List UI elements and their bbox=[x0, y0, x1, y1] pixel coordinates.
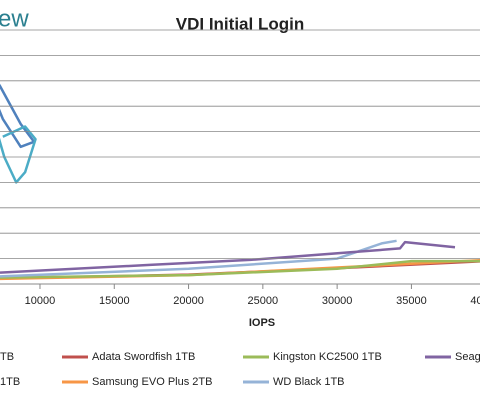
legend-label: TB bbox=[0, 351, 14, 363]
legend-label: Seaga bbox=[455, 351, 480, 363]
plot-area bbox=[0, 83, 480, 281]
x-tick-label: 30000 bbox=[322, 295, 353, 307]
x-axis-label: IOPS bbox=[249, 317, 275, 329]
legend-label: WD Black 1TB bbox=[273, 376, 345, 388]
logo: ew bbox=[0, 5, 29, 32]
legend-label: Samsung EVO Plus 2TB bbox=[92, 376, 212, 388]
x-tick-label: 40000 bbox=[470, 295, 480, 307]
x-tick-label: 25000 bbox=[248, 295, 279, 307]
series-line bbox=[0, 240, 456, 274]
x-tick-label: 35000 bbox=[396, 295, 427, 307]
x-tick-label: 15000 bbox=[99, 295, 130, 307]
legend-label: 1TB bbox=[0, 376, 20, 388]
legend-label: Adata Swordfish 1TB bbox=[92, 351, 195, 363]
series-line bbox=[0, 259, 480, 279]
x-tick-label: 10000 bbox=[25, 295, 56, 307]
chart-title: VDI Initial Login bbox=[176, 14, 304, 33]
x-tick-label: 20000 bbox=[173, 295, 204, 307]
legend-label: Kingston KC2500 1TB bbox=[273, 351, 382, 363]
